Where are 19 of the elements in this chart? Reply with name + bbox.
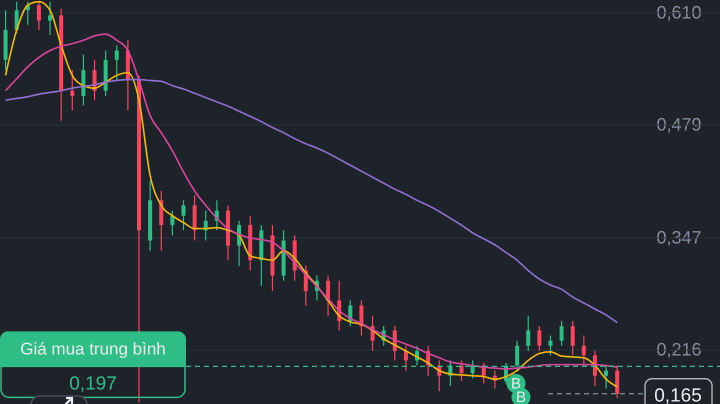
- text: 0,165: [654, 386, 702, 404]
- ref-line-label: Giá mua trung bình: [20, 339, 166, 358]
- candlestick: [36, 1, 41, 31]
- candlestick: [48, 1, 52, 36]
- candlestick: [460, 360, 464, 382]
- candlestick: [404, 345, 408, 372]
- annotation: 0,197: [69, 373, 117, 394]
- candlestick: [70, 70, 74, 112]
- y-tick-label: 0,610: [656, 2, 702, 22]
- candlestick: [560, 320, 564, 346]
- candlestick: [570, 320, 575, 356]
- candlestick: [582, 334, 586, 366]
- candlestick: [526, 315, 530, 352]
- candlestick: [537, 326, 542, 352]
- candlestick: [114, 44, 119, 82]
- y-tick-label: 0,216: [656, 340, 702, 360]
- candlestick: [548, 334, 552, 356]
- candlestick: [615, 364, 620, 399]
- candlestick: [181, 200, 186, 231]
